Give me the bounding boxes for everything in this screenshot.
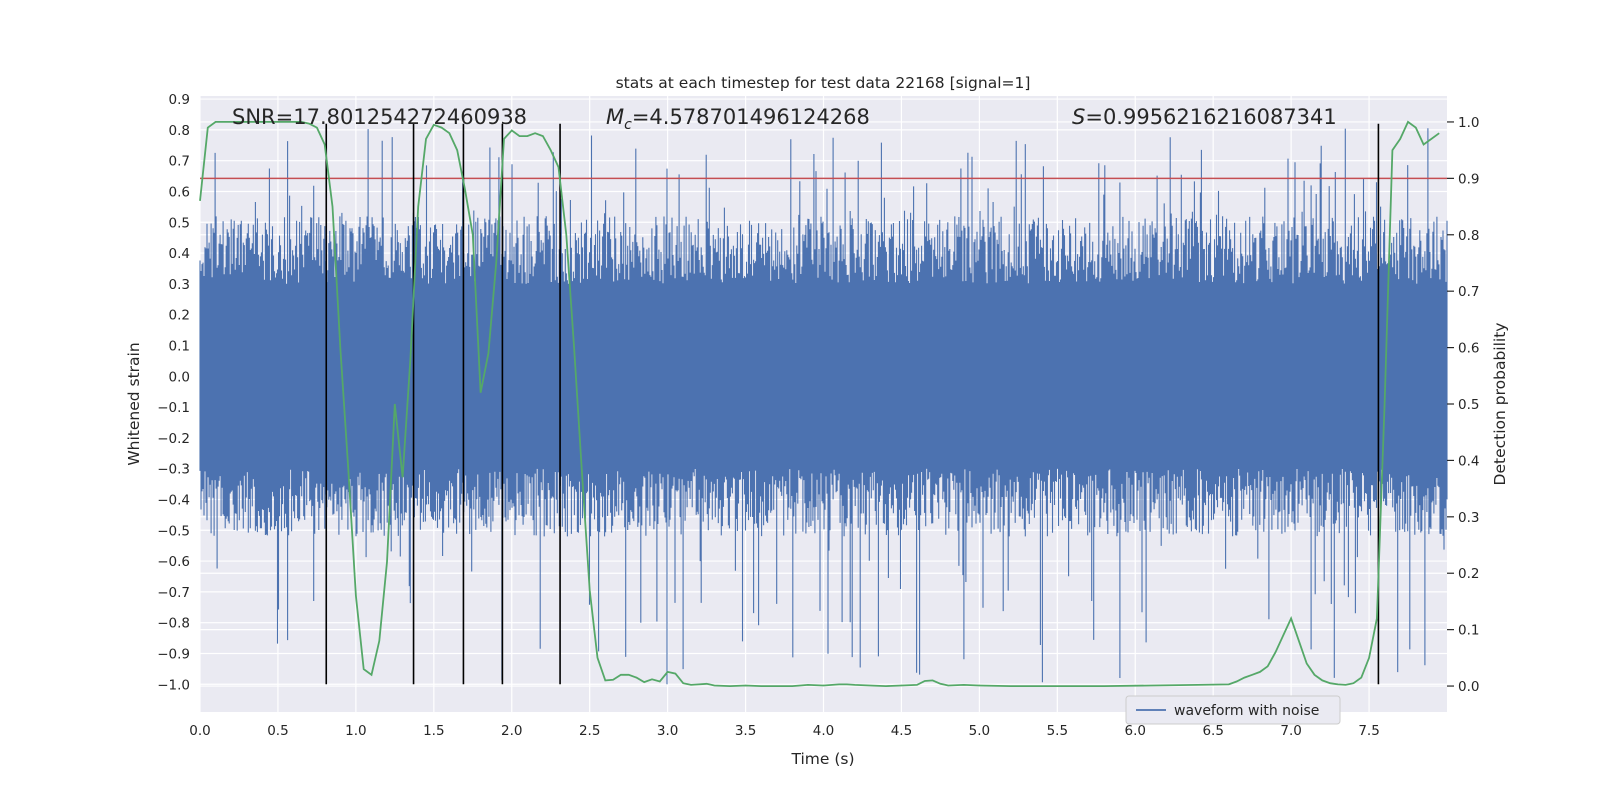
y-right-tick-label: 0.1	[1458, 623, 1479, 639]
chirp-mass-annotation: Mc=4.578701496124268	[606, 105, 870, 133]
y-left-tick-label: 0.8	[169, 123, 190, 139]
y-left-tick-label: −0.2	[157, 431, 190, 447]
x-tick-label: 6.0	[1125, 723, 1146, 739]
y-left-tick-label: −0.9	[157, 646, 190, 662]
y-left-tick-label: −0.4	[157, 492, 190, 508]
y-right-tick-label: 0.5	[1458, 397, 1479, 413]
y-left-tick-label: −0.3	[157, 462, 190, 478]
y-right-tick-label: 0.0	[1458, 679, 1479, 695]
y-axis-label-right: Detection probability	[1491, 323, 1509, 486]
legend-box	[1125, 695, 1341, 725]
x-tick-label: 6.5	[1202, 723, 1223, 739]
y-left-tick-label: 0.4	[169, 246, 190, 262]
y-left-tick-label: 0.5	[169, 215, 190, 231]
x-tick-label: 7.5	[1358, 723, 1379, 739]
x-tick-label: 1.0	[345, 723, 366, 739]
y-right-tick-label: 0.8	[1458, 228, 1479, 244]
x-tick-label: 3.0	[657, 723, 678, 739]
y-left-tick-label: −1.0	[157, 677, 190, 693]
y-right-tick-label: 0.9	[1458, 171, 1479, 187]
x-tick-label: 4.0	[813, 723, 834, 739]
x-tick-label: 4.5	[891, 723, 912, 739]
probability-line	[199, 120, 1440, 688]
x-tick-label: 5.5	[1047, 723, 1068, 739]
probability-series	[199, 120, 1440, 688]
x-tick-label: 5.0	[969, 723, 990, 739]
legend-label: waveform with noise	[1174, 703, 1319, 719]
x-tick-label: 1.5	[423, 723, 444, 739]
y-left-tick-label: −0.7	[157, 585, 190, 601]
x-axis-label: Time (s)	[790, 750, 854, 768]
y-right-tick-label: 1.0	[1458, 115, 1479, 131]
y-left-tick-label: 0.1	[169, 338, 190, 354]
y-left-tick-label: −0.5	[157, 523, 190, 539]
y-left-tick-label: 0.2	[169, 308, 190, 324]
legend: waveform with noise	[1125, 695, 1341, 725]
x-tick-label: 2.0	[501, 723, 522, 739]
y-left-tick-label: 0.3	[169, 277, 190, 293]
x-tick-label: 0.0	[189, 723, 210, 739]
waveform-line	[199, 128, 1448, 685]
score-annotation: S=0.9956216216087341	[1072, 105, 1337, 129]
y-left-tick-label: 0.0	[169, 369, 190, 385]
x-tick-label: 2.5	[579, 723, 600, 739]
y-axis-label-left: Whitened strain	[125, 342, 143, 465]
snr-annotation: SNR=17.801254272460938	[232, 105, 527, 129]
y-right-tick-label: 0.2	[1458, 566, 1479, 582]
y-left-tick-label: −0.8	[157, 616, 190, 632]
waveform-series	[199, 128, 1448, 685]
tick-labels: 0.0 0.5 1.0 1.5 2.0 2.5 3.0 3.5 4.0 4.5 5.0 5.5 6.0 6…	[157, 92, 1479, 739]
y-right-tick-label: 0.3	[1458, 510, 1479, 526]
y-left-tick-label: 0.9	[169, 92, 190, 108]
y-right-tick-label: 0.4	[1458, 453, 1479, 469]
y-left-tick-label: 0.7	[169, 154, 190, 170]
y-left-tick-label: −0.1	[157, 400, 190, 416]
y-left-tick-label: 0.6	[169, 184, 190, 200]
x-tick-label: 7.0	[1280, 723, 1301, 739]
y-right-tick-label: 0.6	[1458, 341, 1479, 357]
chart-title: stats at each timestep for test data 221…	[616, 74, 1031, 92]
y-right-tick-label: 0.7	[1458, 284, 1479, 300]
vertical-markers	[325, 123, 1380, 685]
x-tick-label: 3.5	[735, 723, 756, 739]
x-tick-label: 0.5	[267, 723, 288, 739]
y-left-tick-label: −0.6	[157, 554, 190, 570]
